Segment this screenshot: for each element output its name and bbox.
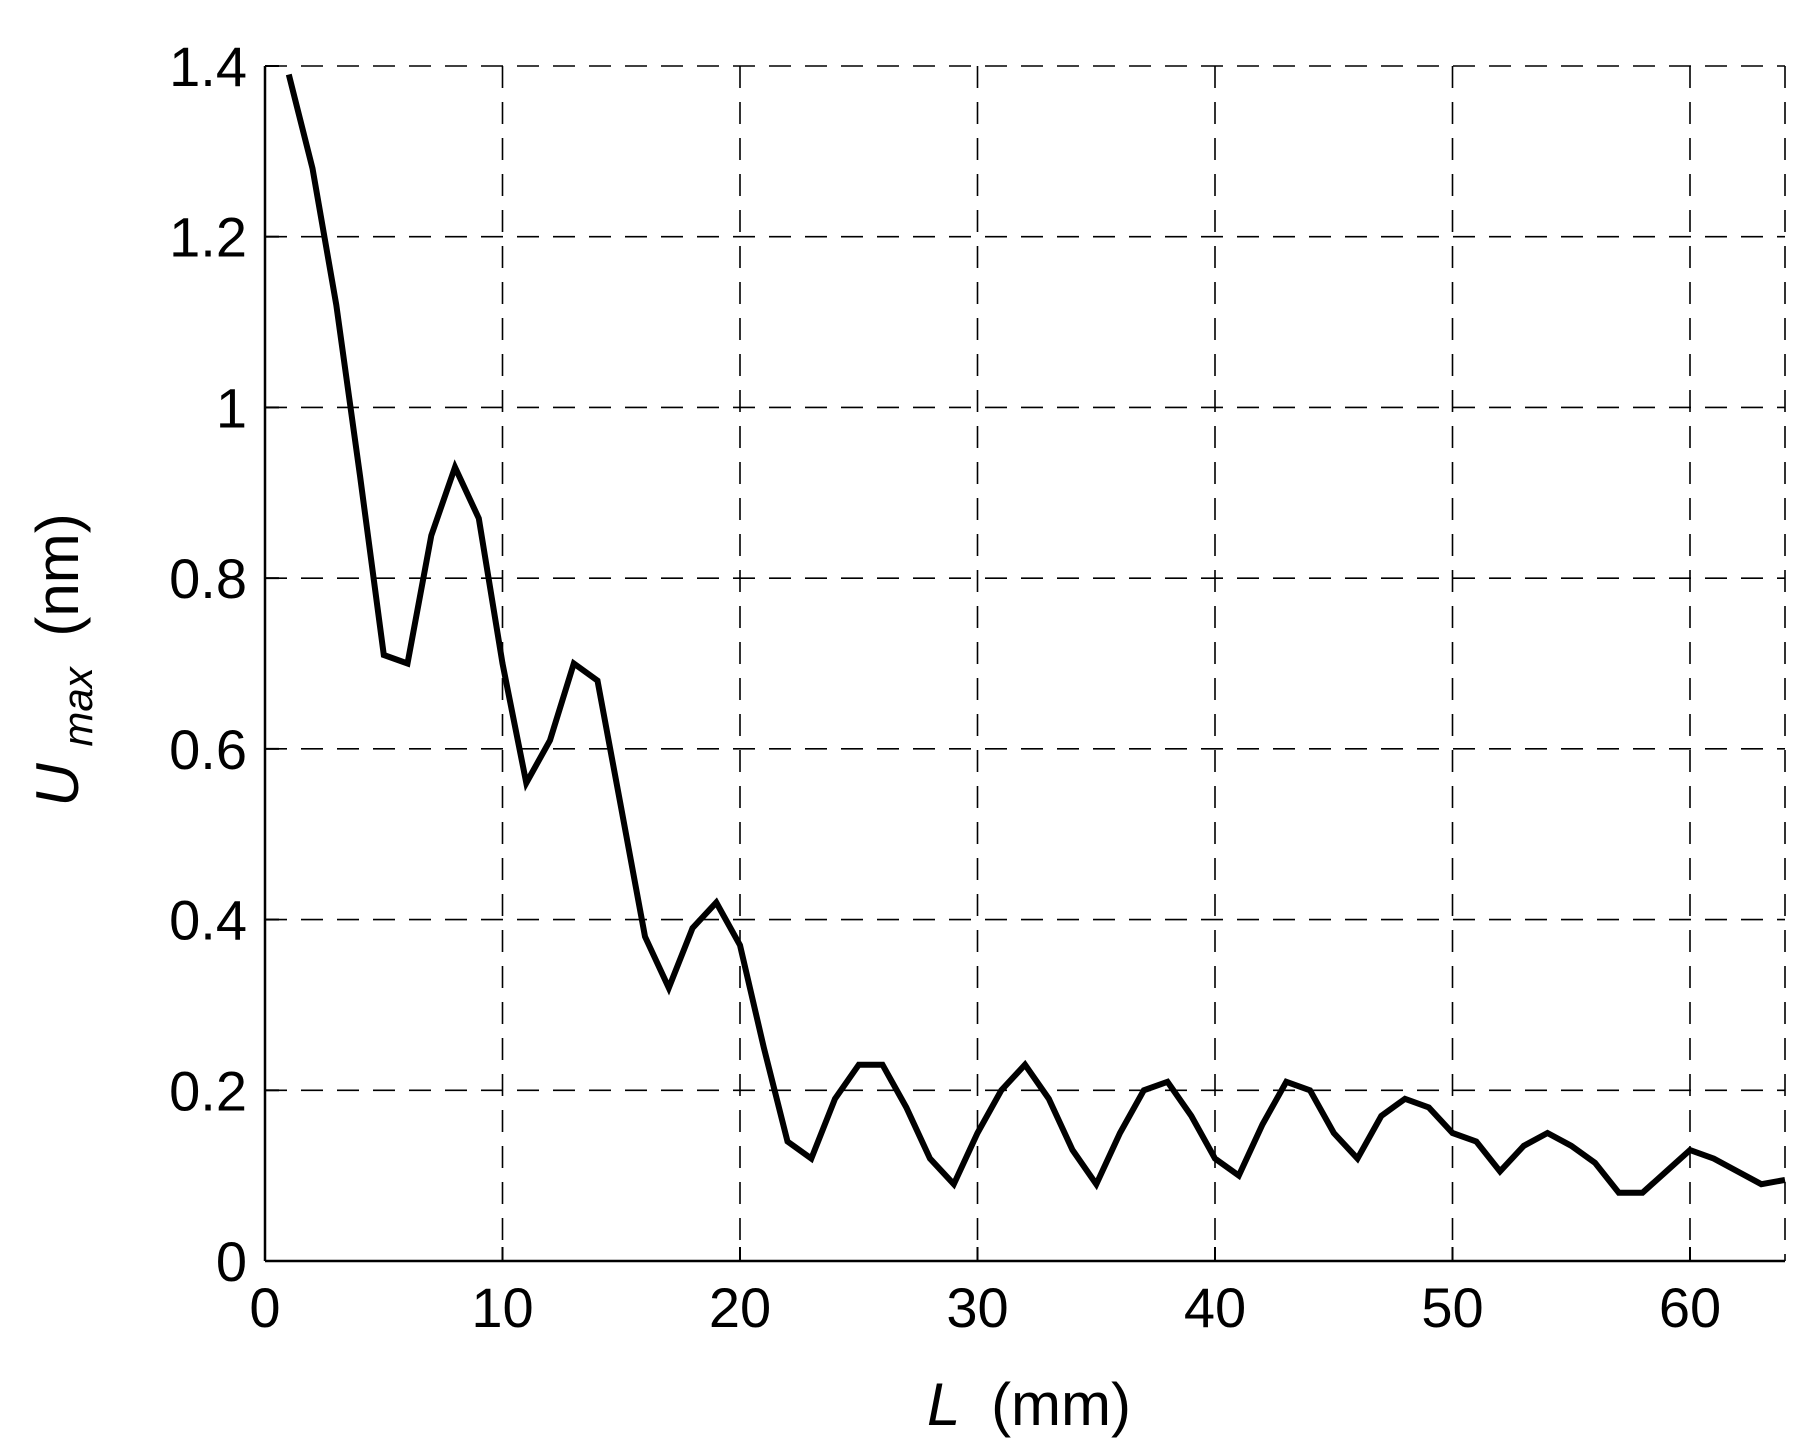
x-axis-unit: (mm) <box>991 1371 1131 1438</box>
x-tick-label: 0 <box>249 1276 280 1339</box>
x-tick-label: 10 <box>471 1276 533 1339</box>
x-axis-label: L (mm) <box>927 1371 1131 1438</box>
x-tick-label: 20 <box>709 1276 771 1339</box>
y-axis-subscript: max <box>54 665 101 746</box>
y-tick-label: 0.6 <box>169 718 247 781</box>
y-tick-label: 0.2 <box>169 1059 247 1122</box>
x-tick-label: 30 <box>946 1276 1008 1339</box>
y-axis-label: U max (nm) <box>24 513 105 806</box>
y-tick-label: 0 <box>216 1230 247 1293</box>
x-axis-symbol: L <box>927 1371 960 1438</box>
series-line <box>285 73 1786 1196</box>
x-tick-label: 40 <box>1184 1276 1246 1339</box>
y-tick-label: 0.4 <box>169 889 247 952</box>
y-tick-label: 1.2 <box>169 206 247 269</box>
tick-labels: 0 10 20 30 40 50 60 0 0.2 0.4 0.6 0.8 1 1.2 1.4 <box>169 35 1721 1339</box>
y-tick-label: 1.4 <box>169 35 247 98</box>
grid-lines <box>265 65 1786 1261</box>
y-tick-label: 1 <box>216 376 247 439</box>
x-tick-label: 50 <box>1421 1276 1483 1339</box>
y-tick-label: 0.8 <box>169 547 247 610</box>
y-axis-symbol: U <box>24 763 91 807</box>
axes <box>263 65 1785 1263</box>
x-tick-label: 60 <box>1659 1276 1721 1339</box>
y-axis-unit: (nm) <box>24 513 91 636</box>
series-layer <box>285 73 1786 1196</box>
